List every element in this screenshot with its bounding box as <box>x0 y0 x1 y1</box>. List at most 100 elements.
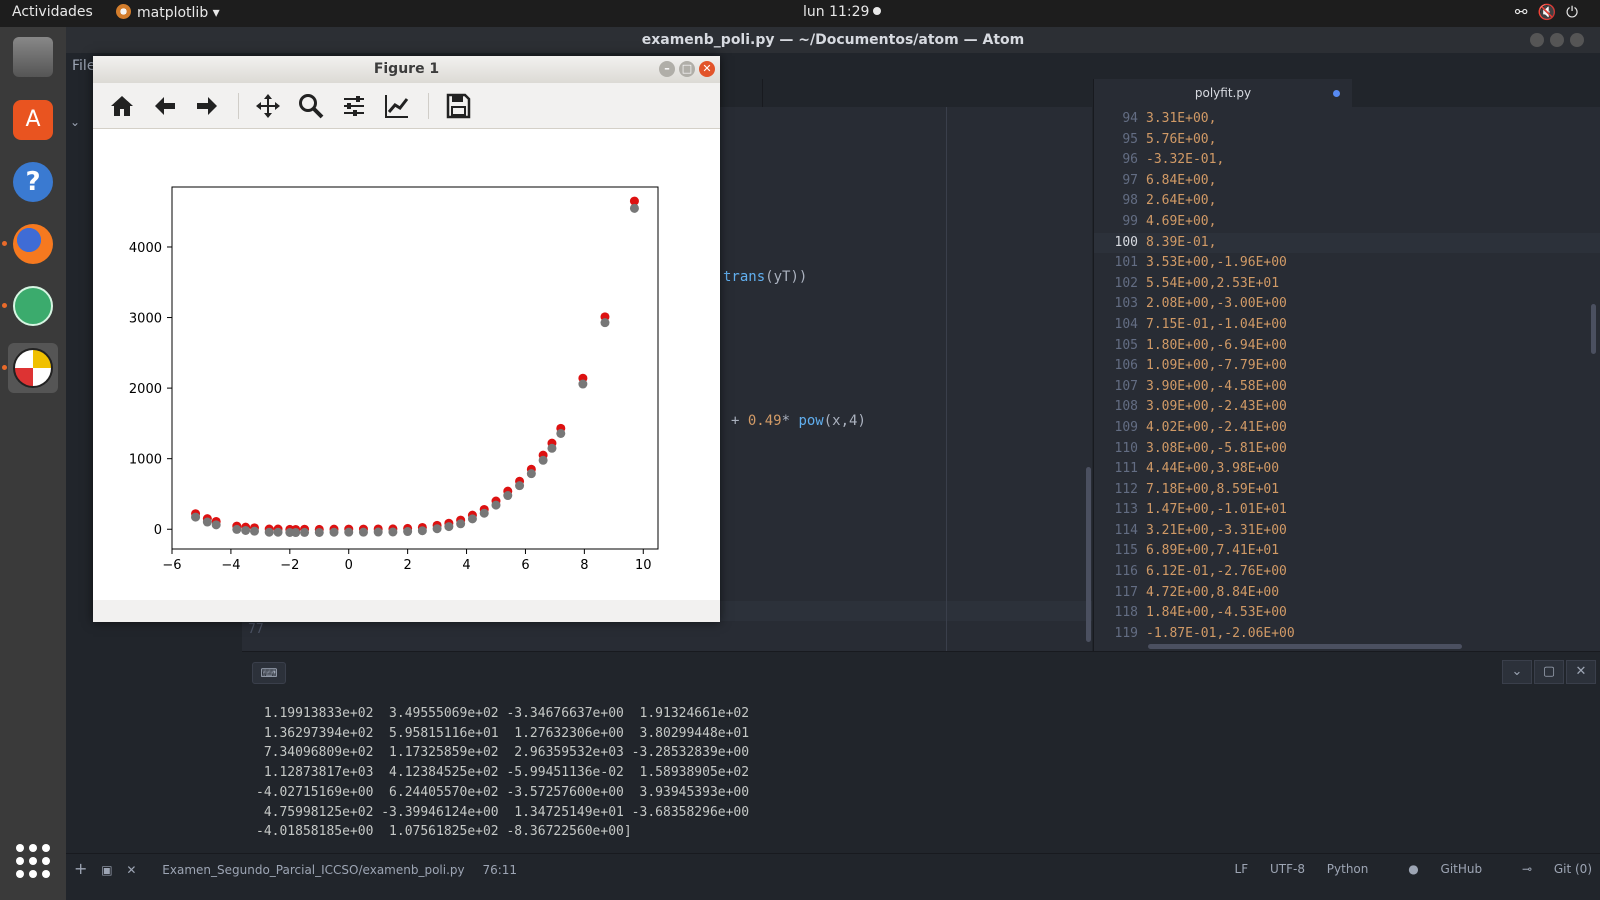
line-number: 118 <box>1114 605 1138 621</box>
atom-window-title: examenb_poli.py — ~/Documentos/atom — At… <box>641 32 1025 48</box>
minimize-button[interactable] <box>1530 33 1544 47</box>
code-line[interactable]: 107 3.90E+00,-4.58E+00 <box>1094 377 1600 398</box>
code-line[interactable]: 114 3.21E+00,-3.31E+00 <box>1094 521 1600 542</box>
power-icon: ⏻ <box>1566 3 1588 21</box>
x-tick-label: 10 <box>635 558 652 573</box>
code-line[interactable]: 116 6.12E-01,-2.76E+00 <box>1094 562 1600 583</box>
x-tick-label: −2 <box>280 558 299 573</box>
dock-files[interactable] <box>8 32 58 82</box>
line-text: 1.47E+00,-1.01E+01 <box>1146 502 1287 518</box>
code-line[interactable]: 100 8.39E-01, <box>1094 232 1600 254</box>
code-line[interactable]: 94 3.31E+00, <box>1094 109 1600 130</box>
code-line[interactable]: 103 2.08E+00,-3.00E+00 <box>1094 294 1600 315</box>
status-bar: + ▣ ✕ Examen_Segundo_Parcial_ICCSO/exame… <box>66 853 1600 883</box>
add-icon[interactable]: + <box>74 859 88 878</box>
forward-arrow-icon[interactable] <box>191 90 223 122</box>
tree-expand-icon[interactable]: ⌄ <box>70 115 81 129</box>
status-git[interactable]: ⊸ Git (0) <box>1521 862 1592 876</box>
keyboard-icon[interactable]: ⌨ <box>252 662 286 684</box>
maximize-panel-button[interactable]: ▢ <box>1534 660 1564 684</box>
line-text: 2.08E+00,-3.00E+00 <box>1146 296 1287 312</box>
activities-button[interactable]: Actividades <box>12 4 93 20</box>
status-cursor-position[interactable]: 76:11 <box>482 863 518 877</box>
code-line[interactable]: 97 6.84E+00, <box>1094 171 1600 192</box>
editor-pane-right[interactable]: polyfit.py 94 3.31E+00, 95 5.76E+00, 96 -3.32… <box>1093 79 1600 651</box>
dock-software[interactable]: A <box>8 95 58 145</box>
code-line[interactable]: 110 3.08E+00,-5.81E+00 <box>1094 439 1600 460</box>
left-scrollbar[interactable] <box>1086 467 1091 642</box>
status-grammar[interactable]: Python <box>1326 862 1369 876</box>
code-line[interactable]: 108 3.09E+00,-2.43E+00 <box>1094 397 1600 418</box>
close-button[interactable] <box>1570 33 1584 47</box>
status-file-path[interactable]: Examen_Segundo_Parcial_ICCSO/examenb_pol… <box>162 863 465 877</box>
code-line[interactable]: 117 4.72E+00,8.84E+00 <box>1094 583 1600 604</box>
code-line[interactable]: 102 5.54E+00,2.53E+01 <box>1094 274 1600 295</box>
code-line[interactable]: 112 7.18E+00,8.59E+01 <box>1094 480 1600 501</box>
line-number: 110 <box>1114 440 1138 456</box>
data-point <box>538 455 548 465</box>
horizontal-scrollbar[interactable] <box>1148 644 1462 649</box>
notification-dot-icon <box>873 7 882 15</box>
maximize-button[interactable] <box>1550 33 1564 47</box>
status-github[interactable]: ● GitHub <box>1408 862 1483 876</box>
code-line[interactable]: 109 4.02E+00,-2.41E+00 <box>1094 418 1600 439</box>
code-line[interactable]: 98 2.64E+00, <box>1094 191 1600 212</box>
line-text: 3.21E+00,-3.31E+00 <box>1146 522 1287 538</box>
edit-axes-icon[interactable] <box>381 90 413 122</box>
data-point <box>503 491 513 501</box>
figure-title: Figure 1 <box>373 61 440 77</box>
code-line[interactable]: 115 6.89E+00,7.41E+01 <box>1094 541 1600 562</box>
code-line[interactable]: 104 7.15E-01,-1.04E+00 <box>1094 315 1600 336</box>
close-panel-button[interactable]: ✕ <box>1566 660 1596 684</box>
left-tab[interactable] <box>762 79 1092 107</box>
plot-area-frame <box>171 186 659 550</box>
data-point <box>329 527 339 537</box>
dock-atom[interactable] <box>2 281 58 331</box>
figure-maximize-button[interactable]: □ <box>679 61 695 77</box>
collapse-panel-button[interactable]: ⌄ <box>1502 660 1532 684</box>
data-point <box>191 512 201 522</box>
code-line[interactable]: 96 -3.32E-01, <box>1094 150 1600 171</box>
clock[interactable]: lun 11:29 <box>803 4 882 20</box>
show-apps-icon[interactable] <box>16 844 50 878</box>
home-icon[interactable] <box>106 90 138 122</box>
menu-file[interactable]: File <box>72 58 96 74</box>
system-tray[interactable]: ⚯🔇⏻ <box>1515 3 1588 21</box>
data-point <box>264 527 274 537</box>
dock-help[interactable]: ? <box>8 157 58 207</box>
line-text: 5.76E+00, <box>1146 131 1217 147</box>
code-line[interactable]: 99 4.69E+00, <box>1094 212 1600 233</box>
code-line[interactable]: 113 1.47E+00,-1.01E+01 <box>1094 500 1600 521</box>
line-number: 108 <box>1114 399 1138 415</box>
zoom-icon[interactable] <box>295 90 327 122</box>
data-point <box>479 508 489 518</box>
data-point <box>211 520 221 530</box>
dock-python-figure[interactable] <box>2 343 58 393</box>
code-line[interactable]: 95 5.76E+00, <box>1094 130 1600 151</box>
back-arrow-icon[interactable] <box>149 90 181 122</box>
terminal-icon[interactable]: ▣ <box>101 863 113 877</box>
dock-firefox[interactable] <box>2 219 58 269</box>
line-text: 3.90E+00,-4.58E+00 <box>1146 378 1287 394</box>
code-line[interactable]: 101 3.53E+00,-1.96E+00 <box>1094 253 1600 274</box>
code-line[interactable]: 105 1.80E+00,-6.94E+00 <box>1094 336 1600 357</box>
line-number: 102 <box>1114 275 1138 291</box>
vertical-scrollbar[interactable] <box>1591 304 1596 354</box>
configure-subplots-icon[interactable] <box>338 90 370 122</box>
code-line[interactable]: 111 4.44E+00,3.98E+00 <box>1094 459 1600 480</box>
code-line[interactable]: 106 1.09E+00,-7.79E+00 <box>1094 356 1600 377</box>
line-number: 106 <box>1114 358 1138 374</box>
code-line[interactable]: 119 -1.87E-01,-2.06E+00 <box>1094 624 1600 645</box>
code-line[interactable]: 118 1.84E+00,-4.53E+00 <box>1094 603 1600 624</box>
app-menu[interactable]: matplotlib ▾ <box>116 4 220 21</box>
output-line: -4.02715169e+00 6.24405570e+02 -3.572576… <box>256 784 750 800</box>
code-area[interactable]: 94 3.31E+00, 95 5.76E+00, 96 -3.32E-01, 97 6.84… <box>1094 109 1600 644</box>
status-encoding[interactable]: UTF-8 <box>1269 862 1305 876</box>
figure-close-button[interactable]: ✕ <box>699 61 715 77</box>
pan-icon[interactable] <box>252 90 284 122</box>
close-icon[interactable]: ✕ <box>126 863 137 877</box>
save-icon[interactable] <box>442 90 474 122</box>
tab-polyfit[interactable]: polyfit.py <box>1094 79 1352 107</box>
figure-minimize-button[interactable]: – <box>659 61 675 77</box>
status-eol[interactable]: LF <box>1234 862 1249 876</box>
